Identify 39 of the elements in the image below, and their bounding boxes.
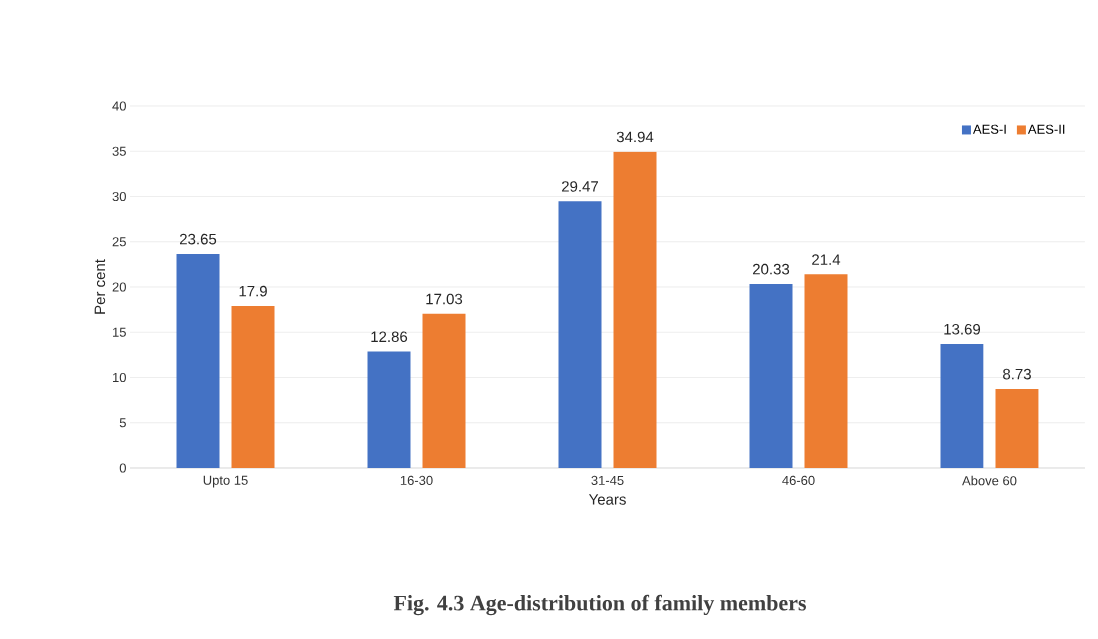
y-tick-label: 40	[112, 101, 126, 111]
y-tick-label: 20	[112, 282, 126, 292]
y-tick-label: 25	[112, 237, 126, 247]
x-axis-title: Years	[588, 494, 626, 505]
bar	[995, 388, 1039, 468]
y-axis-title: Per cent	[94, 259, 106, 314]
data-label: 17.9	[239, 285, 267, 297]
data-label: 17.03	[426, 293, 463, 305]
x-tick-label: 31-45	[591, 475, 624, 485]
text: Fig. 4.3 Age-distribution of family members	[393, 594, 807, 616]
bar	[231, 305, 275, 468]
bar	[749, 284, 793, 468]
bar	[558, 201, 602, 468]
data-label: 12.86	[371, 331, 408, 343]
data-label: 20.33	[752, 263, 790, 275]
y-tick-label: 0	[119, 463, 126, 473]
data-label: 29.47	[561, 181, 599, 192]
data-label: 8.73	[1003, 368, 1031, 380]
bar	[367, 351, 411, 468]
data-label: 34.94	[616, 131, 654, 143]
legend-label: AES-I	[972, 124, 1006, 134]
bar	[804, 274, 848, 468]
bar	[176, 253, 220, 468]
y-tick-label: 10	[113, 372, 126, 383]
bar	[940, 344, 984, 468]
y-tick-label: 15	[113, 327, 126, 337]
data-label: 13.69	[944, 323, 981, 335]
x-tick-label: Upto 15	[203, 475, 248, 488]
legend-label: AES-II	[1027, 124, 1065, 134]
data-label: 23.65	[179, 233, 217, 245]
data-label: 21.4	[812, 254, 841, 265]
x-tick-label: 16-30	[400, 475, 433, 485]
bar	[613, 151, 657, 468]
bar	[422, 313, 466, 468]
x-tick-label: 46-60	[782, 475, 815, 485]
y-tick-label: 30	[112, 191, 126, 202]
y-tick-label: 35	[112, 146, 126, 156]
y-tick-label: 5	[119, 418, 126, 428]
x-tick-label: Above 60	[962, 475, 1017, 486]
